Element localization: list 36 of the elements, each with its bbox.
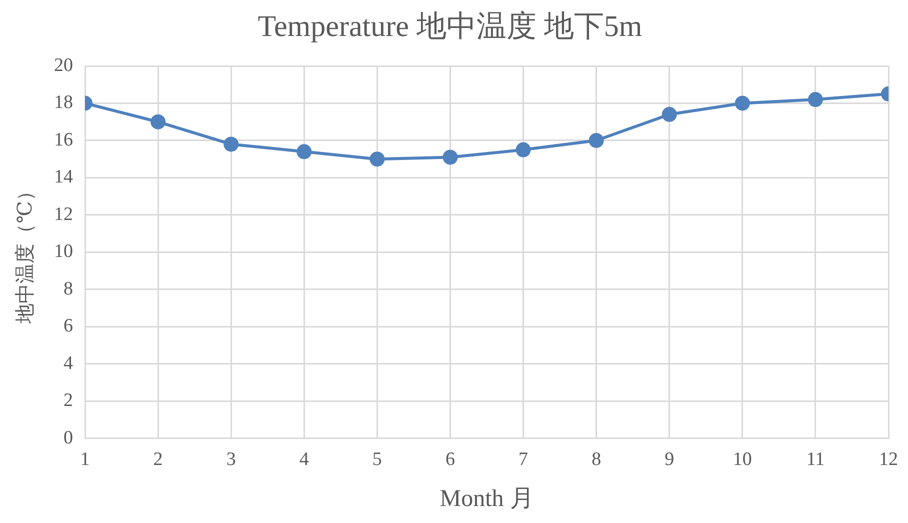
point <box>588 132 604 148</box>
x-tick-label: 12 <box>879 448 898 470</box>
point <box>296 144 312 160</box>
x-tick-label: 9 <box>664 448 674 470</box>
y-tick-label: 14 <box>54 166 74 188</box>
x-tick-label: 11 <box>806 448 825 470</box>
point <box>224 136 239 152</box>
point <box>150 114 166 130</box>
x-tick-label: 6 <box>445 448 455 470</box>
y-tick-label: 16 <box>54 129 73 150</box>
point <box>442 150 458 165</box>
x-tick-label: 8 <box>592 448 602 470</box>
y-axis-title: 地中温度（℃） <box>14 181 36 324</box>
x-tick-label: 5 <box>372 448 382 470</box>
x-tick-label: 1 <box>80 448 90 470</box>
x-axis-title: Month 月 <box>440 486 534 512</box>
point <box>370 152 385 167</box>
point <box>662 106 677 122</box>
x-tick-label: 7 <box>518 448 528 470</box>
point <box>734 96 750 111</box>
y-tick-label: 20 <box>54 54 73 76</box>
x-tick-label: 10 <box>732 448 752 470</box>
y-tick-label: 12 <box>54 204 73 225</box>
y-tick-label: 8 <box>64 278 73 300</box>
y-tick-label: 2 <box>64 390 73 412</box>
y-tick-label: 4 <box>64 352 74 374</box>
chart-title: Temperature 地中温度 地下5m <box>258 10 642 43</box>
point <box>516 142 531 158</box>
x-tick-label: 2 <box>153 448 163 470</box>
y-tick-label: 10 <box>54 241 73 262</box>
y-tick-label: 0 <box>64 427 73 448</box>
y-tick-label: 6 <box>64 316 73 337</box>
x-tick-label: 4 <box>299 448 310 470</box>
x-tick-label: 3 <box>226 448 236 470</box>
point <box>808 92 823 108</box>
y-tick-label: 18 <box>54 92 73 114</box>
